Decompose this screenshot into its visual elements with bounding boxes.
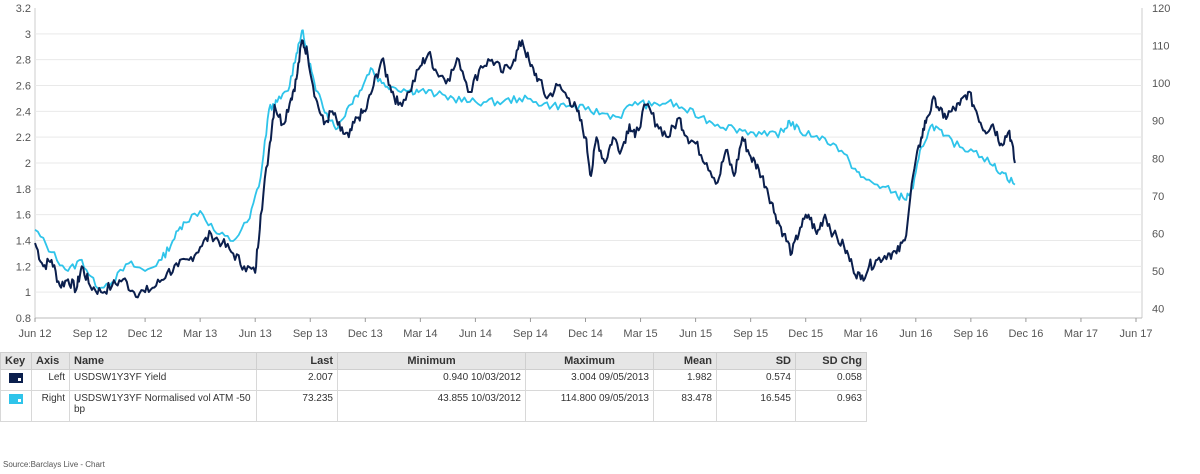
- x-tick-label: Mar 17: [1064, 328, 1098, 340]
- x-axis-ticks: Jun 12 Sep 12 Dec 12 Mar 13 Jun 13 Sep 13 Dec …: [18, 318, 1153, 340]
- left-tick-label: 1.8: [16, 184, 31, 196]
- x-tick-label: Jun 12: [18, 328, 51, 340]
- x-tick-label: Sep 13: [293, 328, 328, 340]
- legend-row: Left USDSW1Y3YF Yield 2.007 0.940 10/03/…: [0, 369, 867, 391]
- legend-last: 2.007: [256, 369, 338, 391]
- x-tick-label: Mar 14: [403, 328, 437, 340]
- left-tick-label: 1.2: [16, 261, 31, 273]
- x-tick-label: Mar 16: [844, 328, 878, 340]
- right-tick-label: 120: [1152, 3, 1170, 15]
- legend-axis: Left: [31, 369, 70, 391]
- left-tick-label: 2.8: [16, 55, 31, 67]
- x-tick-label: Mar 15: [623, 328, 657, 340]
- right-tick-label: 40: [1152, 304, 1164, 316]
- legend-sd: 0.574: [716, 369, 796, 391]
- left-tick-label: 3: [25, 29, 31, 41]
- legend-mean: 1.982: [653, 369, 717, 391]
- x-tick-label: Sep 12: [73, 328, 108, 340]
- header-mean: Mean: [653, 352, 717, 370]
- legend-sd-chg: 0.058: [795, 369, 867, 391]
- legend-row: Right USDSW1Y3YF Normalised vol ATM -50 …: [0, 390, 867, 422]
- legend-key-cell: [0, 369, 32, 391]
- x-tick-label: Dec 12: [128, 328, 163, 340]
- right-axis-ticks: 40 50 60 70 80 90 100 110 120: [1152, 3, 1170, 316]
- left-tick-label: 2: [25, 158, 31, 170]
- right-tick-label: 100: [1152, 78, 1170, 90]
- left-tick-label: 2.4: [16, 106, 31, 118]
- left-tick-label: 1: [25, 287, 31, 299]
- header-sd-chg: SD Chg: [795, 352, 867, 370]
- left-tick-label: 1.4: [16, 236, 31, 248]
- left-tick-label: 2.6: [16, 81, 31, 93]
- right-tick-label: 50: [1152, 266, 1164, 278]
- legend-table: Key Axis Name Last Minimum Maximum Mean …: [0, 352, 867, 422]
- series-line-yield: [34, 39, 1016, 299]
- header-name: Name: [69, 352, 257, 370]
- x-tick-label: Dec 16: [1008, 328, 1043, 340]
- chart-series: [34, 29, 1016, 299]
- legend-header-row: Key Axis Name Last Minimum Maximum Mean …: [0, 352, 867, 370]
- header-axis: Axis: [31, 352, 70, 370]
- right-tick-label: 110: [1152, 41, 1170, 53]
- legend-name: USDSW1Y3YF Normalised vol ATM -50 bp: [69, 390, 257, 422]
- x-tick-label: Mar 13: [183, 328, 217, 340]
- legend-minimum: 0.940 10/03/2012: [337, 369, 526, 391]
- header-last: Last: [256, 352, 338, 370]
- x-tick-label: Jun 17: [1119, 328, 1152, 340]
- header-sd: SD: [716, 352, 796, 370]
- legend-maximum: 3.004 09/05/2013: [525, 369, 654, 391]
- legend-sd: 16.545: [716, 390, 796, 422]
- x-tick-label: Dec 13: [348, 328, 383, 340]
- header-minimum: Minimum: [337, 352, 526, 370]
- series-line-vol: [34, 29, 1016, 290]
- right-tick-label: 60: [1152, 228, 1164, 240]
- legend-minimum: 43.855 10/03/2012: [337, 390, 526, 422]
- legend-mean: 83.478: [653, 390, 717, 422]
- x-tick-label: Sep 14: [513, 328, 548, 340]
- legend-maximum: 114.800 09/05/2013: [525, 390, 654, 422]
- header-key: Key: [0, 352, 32, 370]
- right-tick-label: 80: [1152, 153, 1164, 165]
- legend-axis: Right: [31, 390, 70, 422]
- right-tick-label: 70: [1152, 191, 1164, 203]
- left-tick-label: 1.6: [16, 210, 31, 222]
- chart-grid: [34, 8, 1143, 319]
- x-tick-label: Dec 14: [568, 328, 603, 340]
- line-chart: 0.8 1 1.2 1.4 1.6 1.8 2 2.2 2.4 2.6 2.8 3 3.2 40 50 60…: [16, 3, 1171, 340]
- x-tick-label: Dec 15: [788, 328, 823, 340]
- left-tick-label: 3.2: [16, 3, 31, 15]
- x-tick-label: Jun 14: [459, 328, 492, 340]
- left-tick-label: 0.8: [16, 313, 31, 325]
- left-tick-label: 2.2: [16, 132, 31, 144]
- x-tick-label: Jun 16: [899, 328, 932, 340]
- left-axis-ticks: 0.8 1 1.2 1.4 1.6 1.8 2 2.2 2.4 2.6 2.8 3 3.2: [16, 3, 31, 325]
- legend-sd-chg: 0.963: [795, 390, 867, 422]
- x-tick-label: Jun 13: [239, 328, 272, 340]
- x-tick-label: Jun 15: [679, 328, 712, 340]
- series-swatch-icon: [9, 394, 23, 404]
- series-swatch-icon: [9, 373, 23, 383]
- right-tick-label: 90: [1152, 116, 1164, 128]
- source-note: Source:Barclays Live - Chart: [3, 460, 105, 469]
- header-maximum: Maximum: [525, 352, 654, 370]
- legend-key-cell: [0, 390, 32, 422]
- x-tick-label: Sep 15: [733, 328, 768, 340]
- x-tick-label: Sep 16: [953, 328, 988, 340]
- legend-name: USDSW1Y3YF Yield: [69, 369, 257, 391]
- legend-last: 73.235: [256, 390, 338, 422]
